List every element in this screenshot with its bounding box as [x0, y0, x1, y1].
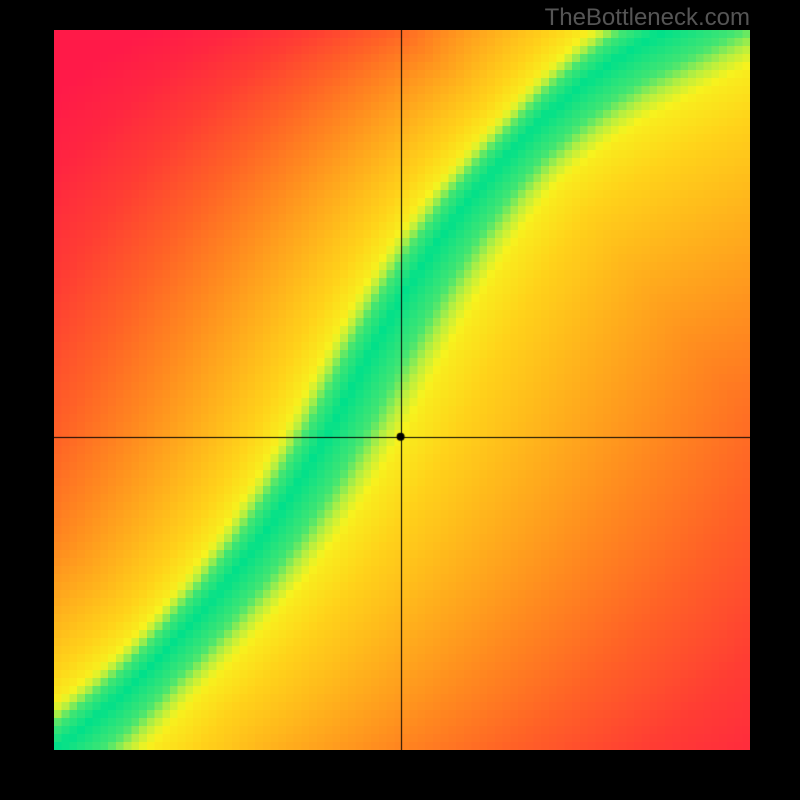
chart-container: TheBottleneck.com: [0, 0, 800, 800]
bottleneck-heatmap: [54, 30, 750, 750]
watermark-text: TheBottleneck.com: [545, 4, 750, 32]
